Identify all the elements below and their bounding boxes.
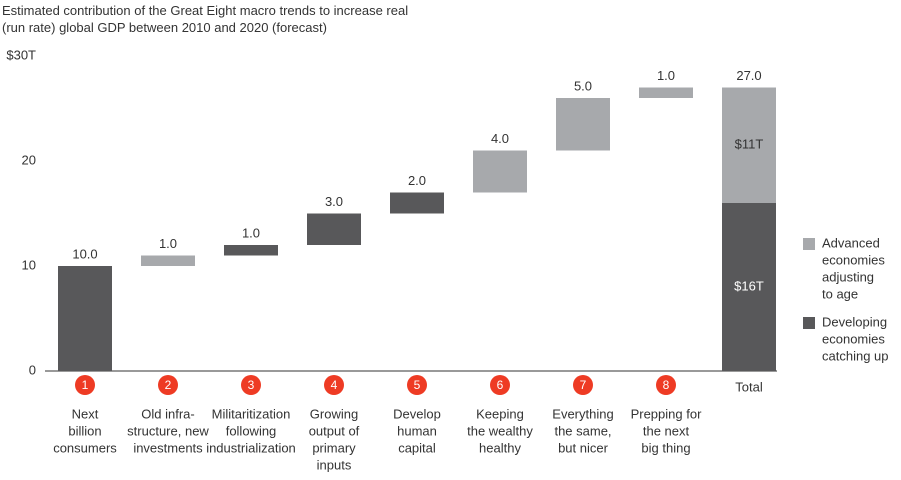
bar xyxy=(307,213,361,245)
legend-label: economies xyxy=(822,252,885,267)
total-segment xyxy=(722,203,776,371)
value-label: 3.0 xyxy=(325,194,343,209)
x-tick-label: inputs xyxy=(317,457,352,472)
value-label: 5.0 xyxy=(574,78,592,93)
x-tick-label: but nicer xyxy=(558,440,609,455)
x-tick-label: the wealthy xyxy=(467,423,533,438)
bar xyxy=(473,150,527,193)
bar xyxy=(141,255,195,266)
x-tick-label: Everything xyxy=(552,406,613,421)
step-number: 6 xyxy=(497,378,504,392)
legend-label: to age xyxy=(822,286,858,301)
step-marker xyxy=(573,375,593,395)
x-tick-label: output of xyxy=(309,423,360,438)
x-tick-label: the same, xyxy=(554,423,611,438)
bar xyxy=(224,245,278,256)
bar xyxy=(556,98,610,151)
x-tick-label: primary xyxy=(312,440,356,455)
legend-swatch xyxy=(803,238,815,250)
step-marker xyxy=(158,375,178,395)
y-tick-label: $30T xyxy=(6,47,36,62)
x-tick-label: Old infra- xyxy=(141,406,194,421)
step-number: 5 xyxy=(414,378,421,392)
step-marker xyxy=(241,375,261,395)
bar xyxy=(58,266,112,371)
step-marker xyxy=(407,375,427,395)
value-label: 1.0 xyxy=(657,68,675,83)
chart-title: Estimated contribution of the Great Eigh… xyxy=(2,3,409,35)
x-tick-label: billion xyxy=(68,423,101,438)
value-label: 27.0 xyxy=(736,68,761,83)
x-tick-label: Prepping for xyxy=(631,406,702,421)
x-tick-label: following xyxy=(226,423,277,438)
bar xyxy=(639,87,693,98)
value-label: 10.0 xyxy=(72,246,97,261)
step-number: 8 xyxy=(663,378,670,392)
y-tick-label: 20 xyxy=(22,152,36,167)
x-tick-label: structure, new xyxy=(127,423,209,438)
segment-label: $11T xyxy=(735,137,764,152)
legend-label: Developing xyxy=(822,314,887,329)
segment-label: $16T xyxy=(734,278,764,293)
y-tick-label: 0 xyxy=(29,362,36,377)
x-tick-label: big thing xyxy=(641,440,690,455)
x-tick-label: Growing xyxy=(310,406,358,421)
step-marker xyxy=(656,375,676,395)
x-tick-label: investments xyxy=(133,440,203,455)
step-marker xyxy=(490,375,510,395)
x-tick-label: Next xyxy=(72,406,99,421)
step-marker xyxy=(324,375,344,395)
x-tick-label: Develop xyxy=(393,406,441,421)
value-label: 4.0 xyxy=(491,131,509,146)
x-tick-label: Total xyxy=(735,379,763,394)
legend-label: adjusting xyxy=(822,269,874,284)
step-number: 2 xyxy=(165,378,172,392)
step-number: 3 xyxy=(248,378,255,392)
x-tick-label: the next xyxy=(643,423,690,438)
legend-swatch xyxy=(803,317,815,329)
x-tick-label: human xyxy=(397,423,437,438)
step-number: 1 xyxy=(82,378,89,392)
value-label: 1.0 xyxy=(159,236,177,251)
value-label: 2.0 xyxy=(408,173,426,188)
bar xyxy=(390,192,444,214)
x-tick-label: consumers xyxy=(53,440,117,455)
x-tick-label: capital xyxy=(398,440,436,455)
x-tick-label: healthy xyxy=(479,440,521,455)
step-number: 4 xyxy=(331,378,338,392)
y-tick-label: 10 xyxy=(22,257,36,272)
x-tick-label: industrialization xyxy=(206,440,296,455)
x-tick-label: Militaritization xyxy=(212,406,291,421)
step-number: 7 xyxy=(580,378,587,392)
legend-label: Advanced xyxy=(822,235,880,250)
total-segment xyxy=(722,87,776,203)
legend-label: catching up xyxy=(822,348,889,363)
legend-label: economies xyxy=(822,331,885,346)
value-label: 1.0 xyxy=(242,225,260,240)
step-marker xyxy=(75,375,95,395)
x-tick-label: Keeping xyxy=(476,406,524,421)
